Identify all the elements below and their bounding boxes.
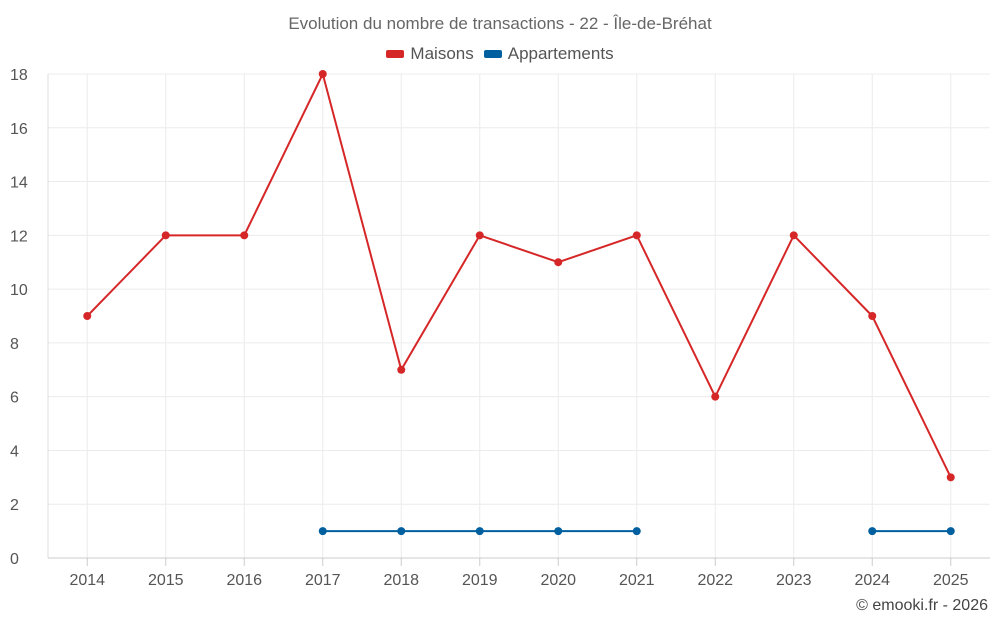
data-point-appartements [946, 527, 955, 536]
chart-title: Evolution du nombre de transactions - 22… [288, 14, 712, 33]
data-point-appartements [632, 527, 641, 536]
y-tick-label: 14 [10, 175, 28, 192]
y-tick-label: 16 [10, 121, 28, 138]
y-tick-label: 6 [10, 390, 19, 407]
y-tick-label: 0 [10, 551, 19, 568]
legend-label-appartements: Appartements [507, 44, 614, 63]
legend-swatch-maisons [386, 50, 405, 58]
data-point-maisons [240, 231, 249, 240]
data-point-appartements [318, 527, 327, 536]
axes: 0 2 4 6 8 10 12 14 16 18 2014 2015 2016 2017 2018 2019 2… [10, 67, 990, 589]
x-tick-label: 2022 [697, 572, 733, 589]
x-tick-label: 2023 [776, 572, 812, 589]
x-tick-label: 2017 [305, 572, 341, 589]
legend-label-maisons: Maisons [410, 44, 474, 63]
x-tick-label: 2020 [540, 572, 576, 589]
data-point-appartements [868, 527, 877, 536]
data-point-maisons [789, 231, 798, 240]
legend-item-maisons[interactable]: Maisons [386, 44, 474, 64]
y-tick-label: 18 [10, 67, 28, 84]
legend-swatch-appartements [483, 50, 502, 58]
y-tick-label: 8 [10, 336, 19, 353]
x-tick-label: 2016 [226, 572, 262, 589]
data-point-maisons [397, 365, 406, 374]
data-point-maisons [161, 231, 170, 240]
x-tick-label: 2018 [383, 572, 419, 589]
data-point-maisons [318, 70, 327, 78]
y-tick-label: 12 [10, 228, 28, 245]
data-point-maisons [946, 473, 955, 482]
data-point-maisons [711, 392, 720, 401]
x-tick-label: 2024 [854, 572, 890, 589]
data-point-appartements [475, 527, 484, 536]
x-tick-label: 2021 [619, 572, 655, 589]
legend-item-appartements[interactable]: Appartements [483, 44, 614, 64]
y-tick-label: 4 [10, 443, 19, 460]
data-point-maisons [868, 312, 877, 320]
data-point-maisons [554, 258, 563, 267]
data-point-appartements [397, 527, 406, 536]
data-point-maisons [475, 231, 484, 240]
x-tick-label: 2025 [933, 572, 969, 589]
y-tick-label: 2 [10, 497, 19, 514]
x-tick-label: 2014 [69, 572, 105, 589]
legend: Maisons Appartements [0, 44, 1000, 64]
series-line-maisons [86, 71, 952, 478]
data-point-maisons [632, 231, 641, 240]
series-layer [83, 70, 955, 536]
data-point-maisons [83, 312, 92, 320]
y-tick-label: 10 [10, 282, 28, 299]
x-tick-label: 2015 [148, 572, 184, 589]
data-point-appartements [554, 527, 563, 536]
x-tick-label: 2019 [462, 572, 498, 589]
credit-text: © emooki.fr - 2026 [856, 597, 988, 614]
grid [48, 73, 990, 559]
